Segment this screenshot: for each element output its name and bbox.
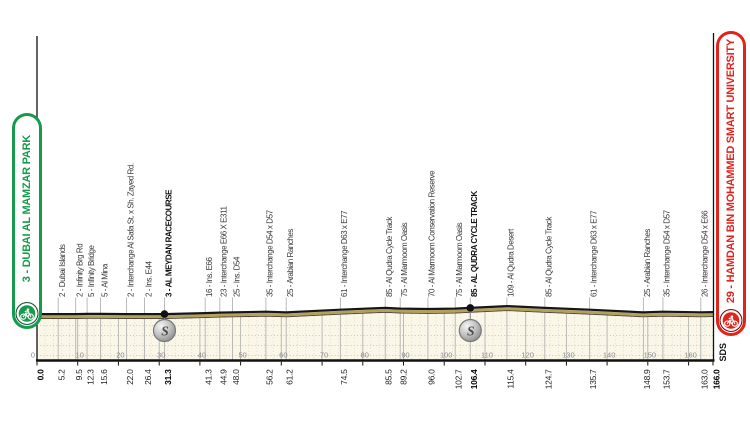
waypoint-label: 25 - Arabian Ranches bbox=[643, 229, 652, 297]
waypoint-label: 2 - Ins. E44 bbox=[144, 260, 153, 297]
waypoint-label: 2 - Dubai Islands bbox=[58, 244, 67, 297]
distance-label: 0.0 bbox=[36, 369, 46, 380]
x-tick-label: 150 bbox=[644, 351, 657, 360]
waypoint-label: 85 - AL QUDRA CYCLE TRACK bbox=[470, 191, 479, 297]
waypoint-label: 3 - AL MEYDAN RACECOURSE bbox=[164, 189, 173, 297]
distance-label: 44.9 bbox=[218, 369, 228, 385]
waypoint-label: 23 - Interchange E66 X E311 bbox=[220, 206, 229, 297]
start-label: 3 - DUBAI AL MAMZAR PARK bbox=[21, 135, 33, 283]
distance-label: 148.9 bbox=[642, 369, 652, 389]
distance-label: 135.7 bbox=[588, 369, 598, 389]
x-tick-label: 70 bbox=[320, 351, 328, 360]
waypoint-label: 25 - Ins. D54 bbox=[232, 256, 241, 297]
x-tick-label: 130 bbox=[562, 351, 575, 360]
finish-cyclist-icon bbox=[719, 309, 743, 332]
x-tick-label: 50 bbox=[238, 351, 246, 360]
distance-label: 5.2 bbox=[57, 369, 67, 380]
x-tick-label: 10 bbox=[76, 351, 84, 360]
waypoint-label: 61 - Interchange D63 x E77 bbox=[340, 210, 349, 297]
waypoint-label: 85 - Al Qudra Cycle Track bbox=[385, 216, 394, 297]
elevation-area bbox=[37, 306, 713, 361]
distance-label: 31.3 bbox=[163, 369, 173, 385]
sprint-marker-icon bbox=[152, 318, 177, 343]
distance-label: 124.7 bbox=[543, 369, 553, 389]
waypoint-label: 35 - Interchange D54 x D57 bbox=[266, 209, 275, 297]
distance-label: 102.7 bbox=[454, 369, 464, 389]
distance-label: 96.0 bbox=[426, 369, 436, 385]
waypoint-label: 61 - Interchange D63 x E77 bbox=[589, 210, 598, 297]
bicycle-icon bbox=[20, 307, 34, 320]
x-tick-label: 120 bbox=[521, 351, 534, 360]
waypoint-label: 25 - Arabian Ranches bbox=[286, 229, 295, 297]
distance-label: 166.0 bbox=[712, 369, 722, 389]
waypoint-label: 5 - Al Mina bbox=[100, 263, 109, 297]
sprint-s-letter: S bbox=[467, 323, 475, 338]
distance-label: 48.0 bbox=[231, 369, 241, 385]
distance-label: 41.3 bbox=[204, 369, 214, 385]
distance-label: 9.5 bbox=[74, 369, 84, 380]
waypoint-label: 5 - Infinity Bridge bbox=[87, 245, 96, 297]
distance-label: 115.4 bbox=[505, 369, 515, 389]
waypoint-label: 109 - Al Qudra Desert bbox=[507, 228, 516, 297]
start-cyclist-icon bbox=[15, 302, 39, 325]
waypoint-label: 75 - Al Marmoom Oasis bbox=[400, 222, 409, 297]
distance-label: 26.4 bbox=[143, 369, 153, 385]
distance-label: 22.0 bbox=[125, 369, 135, 385]
x-tick-label: 60 bbox=[279, 351, 287, 360]
distance-label: 15.6 bbox=[99, 369, 109, 385]
distance-label: 89.2 bbox=[399, 369, 409, 385]
waypoint-label: 75 - Al Marmoom Oasis bbox=[455, 222, 464, 297]
sds-watermark: SDS bbox=[718, 342, 728, 362]
finish-label: 29 - HAMDAN BIN MOHAMMED SMART UNIVERSIT… bbox=[725, 39, 737, 304]
distance-label: 56.2 bbox=[264, 369, 274, 385]
waypoint-label: 70 - Al Marmoom Conservation Reserve bbox=[428, 170, 437, 297]
road-underline bbox=[37, 309, 714, 320]
waypoint-label: 2 - Interchange Al Safa St. x Sh. Zayed … bbox=[126, 163, 135, 297]
x-tick-label: 160 bbox=[684, 351, 697, 360]
distance-label: 74.5 bbox=[339, 369, 349, 385]
waypoint-label: 85 - Al Qudra Cycle Track bbox=[545, 216, 554, 297]
x-tick-label: 100 bbox=[440, 351, 453, 360]
distance-label: 163.0 bbox=[699, 369, 709, 389]
distance-label: 153.7 bbox=[661, 369, 671, 389]
x-tick-label: 90 bbox=[401, 351, 409, 360]
sprint-road-dot bbox=[160, 310, 169, 318]
sprint-road-dot bbox=[466, 304, 475, 312]
x-tick-label: 40 bbox=[198, 351, 206, 360]
x-tick-label: 80 bbox=[361, 351, 369, 360]
distance-label: 12.3 bbox=[86, 369, 96, 385]
x-tick-label: 0 bbox=[31, 351, 35, 360]
x-tick-label: 140 bbox=[603, 351, 616, 360]
distance-label: 61.2 bbox=[285, 369, 295, 385]
x-tick-label: 20 bbox=[116, 351, 124, 360]
waypoint-label: 2 - Infinity Brg Rd bbox=[76, 244, 85, 297]
sprint-marker-icon bbox=[458, 318, 482, 343]
x-tick-label: 110 bbox=[481, 351, 493, 360]
distance-label: 106.4 bbox=[469, 369, 479, 389]
road-tan-band bbox=[37, 307, 714, 319]
bicycle-icon bbox=[724, 314, 738, 327]
x-tick-label: 30 bbox=[157, 351, 165, 360]
distance-label: 85.5 bbox=[384, 369, 394, 385]
waypoint-label: 16 - Ins. E66 bbox=[205, 256, 214, 297]
sprint-s-letter: S bbox=[161, 323, 169, 338]
road-line bbox=[37, 305, 714, 316]
finish-banner: 29 - HAMDAN BIN MOHAMMED SMART UNIVERSIT… bbox=[716, 31, 746, 336]
waypoint-label: 26 - Interchange D54 x E66 bbox=[701, 210, 710, 297]
waypoint-label: 35 - Interchange D54 x D57 bbox=[663, 209, 672, 297]
start-banner: 3 - DUBAI AL MAMZAR PARK bbox=[12, 113, 42, 329]
